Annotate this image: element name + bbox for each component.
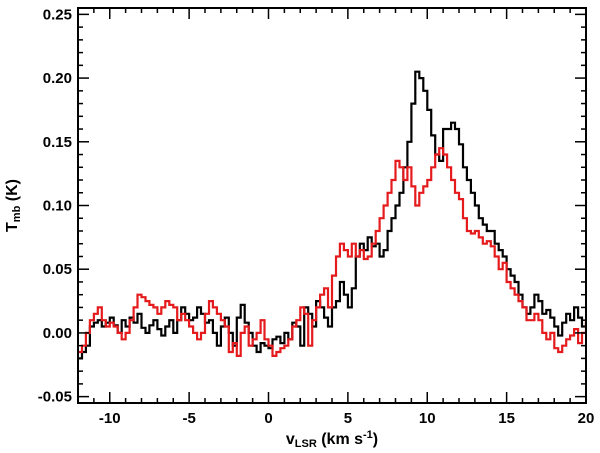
tick-layer [77,8,587,403]
x-axis-label-unit: (km s [317,431,363,448]
x-axis-label-close: ) [373,431,378,448]
y-tick-label: -0.05 [38,389,72,406]
x-axis-label: vLSR (km s-1) [286,429,378,450]
y-tick-label: 0.00 [43,325,72,342]
x-tick-label: -10 [99,410,121,427]
y-tick-label: 0.05 [43,261,72,278]
x-tick-label: 0 [264,410,272,427]
x-tick-labels: -10 -5 0 5 10 15 20 [99,410,594,427]
x-tick-label: 20 [578,410,595,427]
spectrum-line-1 [78,70,586,360]
y-tick-label: 0.25 [43,6,72,23]
y-axis-label-subscript: mb [11,205,23,222]
spectrum-line-2 [78,147,586,357]
y-tick-label: 0.10 [43,198,72,215]
plot-frame [77,7,587,404]
y-tick-label: 0.15 [43,134,72,151]
y-axis-label: Tmb (K) [4,179,23,232]
x-axis-label-superscript: -1 [363,429,373,441]
x-tick-label: 15 [498,410,515,427]
series-layer [78,70,586,360]
x-axis-label-subscript: LSR [295,438,317,450]
y-axis-label-main: T [4,222,21,232]
x-tick-label: 10 [419,410,436,427]
x-tick-label: -5 [182,410,195,427]
y-tick-labels: -0.05 0.00 0.05 0.10 0.15 0.20 0.25 [38,6,72,405]
y-tick-label: 0.20 [43,70,72,87]
y-axis-label-unit: (K) [4,179,21,206]
x-axis-label-main: v [286,431,295,448]
x-tick-label: 5 [344,410,352,427]
